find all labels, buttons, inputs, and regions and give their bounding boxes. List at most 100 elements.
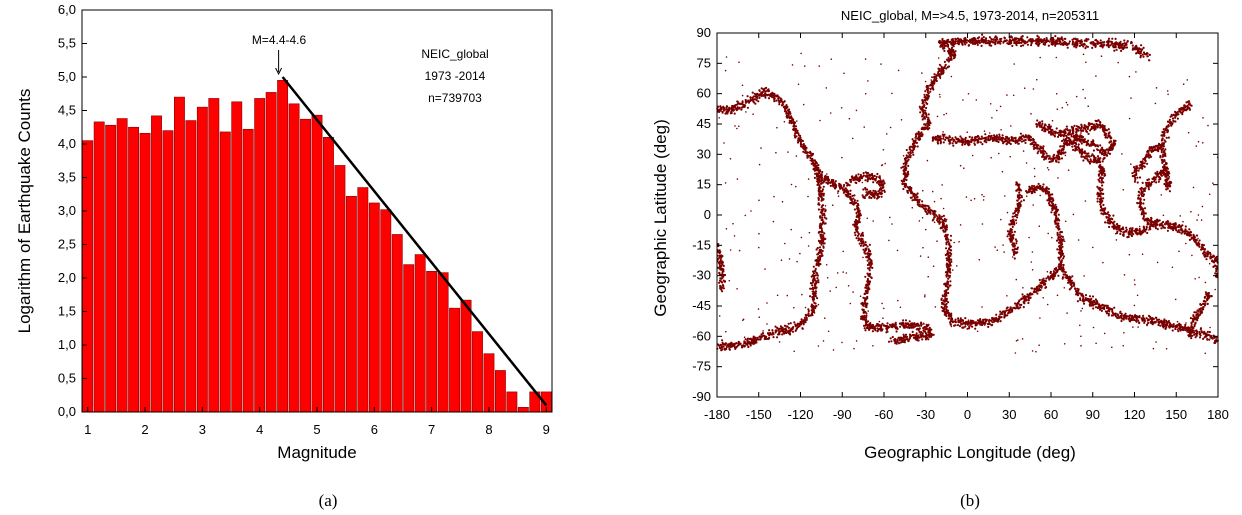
bar — [472, 331, 483, 413]
y-tick-label: 2,5 — [58, 237, 76, 252]
bar — [231, 101, 243, 413]
bar — [208, 98, 220, 413]
bar — [219, 131, 231, 413]
bars — [82, 80, 552, 413]
bar — [449, 307, 460, 413]
x-tick-label: 90 — [1086, 407, 1100, 422]
bar — [414, 254, 426, 413]
x-tick-label: -90 — [833, 407, 852, 422]
bar — [242, 128, 254, 413]
y-axis-label: Geographic Latitude (deg) — [651, 119, 670, 317]
bar — [483, 353, 495, 413]
bar — [185, 120, 197, 413]
bar — [403, 264, 415, 413]
epicenter-cloud — [716, 33, 1219, 355]
y-tick-label: 90 — [697, 25, 711, 40]
x-tick-label: 180 — [1207, 407, 1229, 422]
x-tick-label: 0 — [964, 407, 971, 422]
bar — [300, 118, 311, 413]
y-tick-label: 1,0 — [58, 337, 76, 352]
y-tick-label: -15 — [692, 237, 711, 252]
bar — [116, 118, 128, 413]
y-tick-label: -90 — [692, 389, 711, 404]
y-tick-label: 60 — [697, 86, 711, 101]
bar — [174, 96, 185, 413]
x-tick-label: -180 — [704, 407, 730, 422]
y-tick-label: 30 — [697, 146, 711, 161]
bar — [323, 137, 334, 413]
x-tick-label: 6 — [371, 422, 378, 437]
x-tick-label: 30 — [1002, 407, 1016, 422]
bar — [334, 165, 346, 413]
legend-line-3: n=739703 — [428, 91, 482, 105]
y-tick-label: 3,5 — [58, 170, 76, 185]
bar — [345, 195, 357, 413]
y-tick-label: 5,0 — [58, 69, 76, 84]
y-ticks: 0,0 0,5 1,0 1,5 2,0 2,5 3,0 3,5 4,0 4,5 5,0 5,5 6,0 — [58, 2, 87, 419]
x-tick-label: 4 — [256, 422, 263, 437]
y-tick-label: 0 — [704, 207, 711, 222]
y-ticks: 90 75 60 45 30 15 0 -15 -30 -45 -60 -75 -90 — [692, 25, 1218, 404]
y-tick-label: 4,0 — [58, 136, 76, 151]
map-title: NEIC_global, M=>4.5, 1973-2014, n=205311 — [841, 8, 1099, 23]
x-tick-label: 3 — [199, 422, 206, 437]
bar — [254, 98, 266, 413]
y-tick-label: 0,0 — [58, 404, 76, 419]
bar — [460, 299, 472, 413]
bar — [494, 370, 506, 413]
x-tick-label: 1 — [84, 422, 91, 437]
x-tick-label: 8 — [485, 422, 492, 437]
x-ticks: -180 -150 -120 -90 -60 -30 0 30 60 90 120 150 180 — [704, 33, 1229, 422]
legend-line-1: NEIC_global — [421, 47, 488, 61]
magnitude-annotation: M=4.4-4.6 — [252, 33, 307, 47]
y-tick-label: -45 — [692, 298, 711, 313]
arrow-head — [275, 67, 283, 76]
x-tick-label: -150 — [746, 407, 772, 422]
bar — [128, 126, 140, 413]
y-tick-label: -75 — [692, 359, 711, 374]
bar — [162, 130, 174, 413]
y-tick-label: 75 — [697, 55, 711, 70]
bar — [357, 187, 369, 413]
bar — [311, 114, 323, 413]
scatter-panel: NEIC_global, M=>4.5, 1973-2014, n=205311… — [651, 8, 1229, 510]
y-axis-label: Logarithm of Earthquake Counts — [15, 89, 34, 334]
x-tick-label: 120 — [1124, 407, 1146, 422]
y-tick-label: 15 — [697, 177, 711, 192]
x-tick-label: 150 — [1165, 407, 1187, 422]
y-tick-label: -30 — [692, 268, 711, 283]
x-tick-label: -30 — [916, 407, 935, 422]
epicenter-points — [716, 33, 1219, 355]
bar — [506, 391, 518, 413]
y-tick-label: 2,0 — [58, 270, 76, 285]
bar — [82, 140, 94, 413]
bar — [380, 209, 392, 413]
annotation-arrow — [275, 50, 283, 76]
bar — [265, 92, 277, 413]
x-tick-label: -120 — [787, 407, 813, 422]
y-tick-label: 6,0 — [58, 2, 76, 17]
bar — [437, 272, 449, 413]
x-axis-label: Geographic Longitude (deg) — [864, 443, 1076, 462]
bar — [151, 115, 162, 413]
x-ticks: 1 2 3 4 5 6 7 8 9 — [84, 407, 550, 437]
bar — [391, 234, 403, 413]
bar — [288, 103, 300, 413]
x-tick-label: 9 — [543, 422, 550, 437]
x-tick-label: -60 — [875, 407, 894, 422]
bar — [368, 202, 380, 413]
y-tick-label: 1,5 — [58, 304, 76, 319]
histogram-panel: 1 2 3 4 5 6 7 8 9 0,0 0,5 1,0 1,5 2,0 2,5 3,0 3,5 4,0 4,5… — [15, 2, 553, 510]
y-tick-label: 3,0 — [58, 203, 76, 218]
bar — [277, 80, 289, 413]
bar — [105, 124, 117, 413]
bar — [196, 106, 208, 413]
y-tick-label: 0,5 — [58, 371, 76, 386]
x-tick-label: 2 — [141, 422, 148, 437]
x-tick-label: 5 — [313, 422, 320, 437]
bar — [93, 121, 105, 413]
x-axis-label: Magnitude — [277, 443, 356, 462]
y-tick-label: 4,5 — [58, 103, 76, 118]
bar — [426, 270, 438, 413]
